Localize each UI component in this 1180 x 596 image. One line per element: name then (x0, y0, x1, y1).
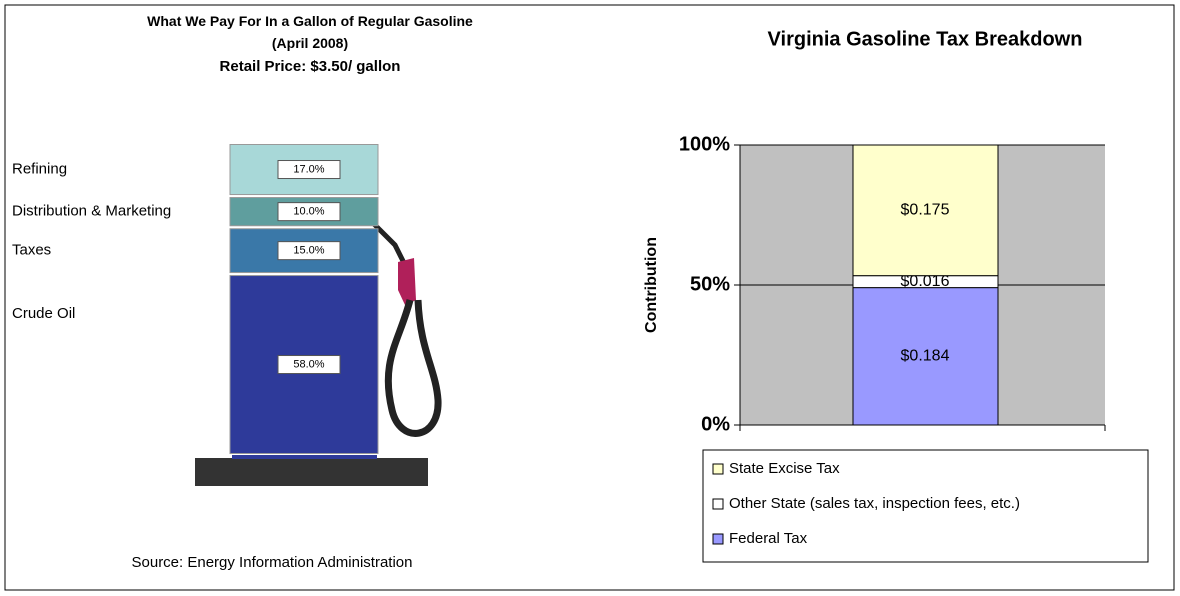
pump-base (195, 458, 428, 486)
category-label: Refining (12, 160, 67, 177)
value-label: $0.016 (901, 273, 950, 290)
category-label: Crude Oil (12, 305, 75, 322)
value-label: 17.0% (293, 163, 324, 175)
y-tick-label: 100% (679, 133, 730, 155)
category-label: Distribution & Marketing (12, 203, 171, 220)
value-label: 10.0% (293, 206, 324, 218)
y-axis-label: Contribution (643, 237, 660, 333)
pump-subtitle: (April 2008) (271, 35, 349, 51)
chart-title: Virginia Gasoline Tax Breakdown (768, 28, 1083, 50)
legend-box (702, 449, 1149, 563)
pump-foot (232, 455, 377, 459)
pump-title: What We Pay For In a Gallon of Regular G… (147, 13, 473, 29)
legend-swatch (712, 533, 724, 545)
label-box (277, 355, 341, 375)
nozzle-handle (398, 258, 416, 305)
bar-segment (852, 144, 999, 277)
nozzle (370, 220, 408, 267)
bar-segment (852, 287, 999, 426)
y-tick-label: 0% (701, 413, 730, 435)
hose (384, 299, 442, 437)
legend-label: Other State (sales tax, inspection fees,… (729, 495, 1020, 512)
value-label: 58.0% (293, 358, 324, 370)
category-label: Taxes (12, 242, 51, 259)
y-tick-label: 50% (690, 273, 730, 295)
legend-swatch (712, 463, 724, 475)
label-box (277, 241, 341, 261)
value-label: $0.184 (901, 348, 950, 365)
label-box (277, 202, 341, 222)
legend-swatch (712, 498, 724, 510)
label-box (277, 160, 341, 180)
source: Source: Energy Information Administratio… (132, 554, 413, 571)
legend-label: State Excise Tax (729, 460, 840, 477)
price-note: Retail Price: $3.50/ gallon (219, 58, 401, 75)
legend-label: Federal Tax (729, 530, 808, 547)
value-label: 15.0% (293, 245, 324, 257)
value-label: $0.175 (901, 202, 950, 219)
